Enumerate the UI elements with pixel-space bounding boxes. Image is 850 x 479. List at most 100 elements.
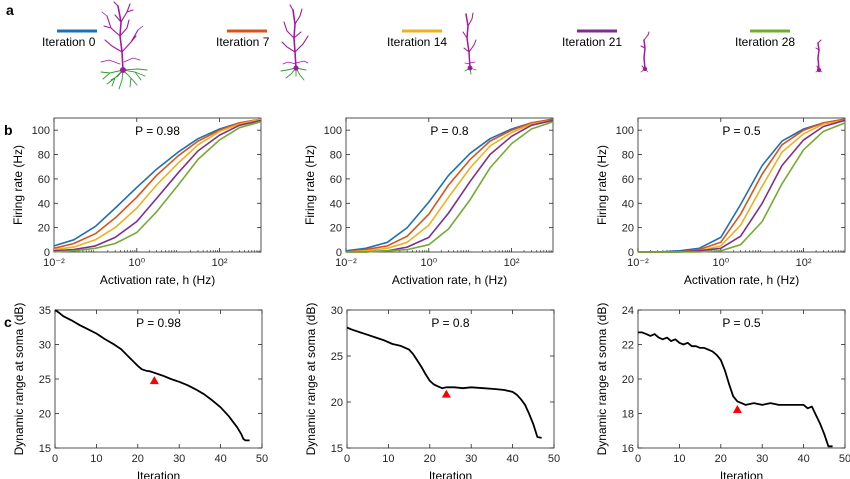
series-line-2 [345, 119, 554, 253]
chart-b-p098: 0 20 40 60 80 100 10⁻² 10⁰ 10² Activation rate, h… [11, 117, 262, 287]
neuron-dendrites [100, 1, 144, 71]
x-tick-label: 40 [506, 453, 518, 465]
neuron-morphology-iteration-14 [462, 12, 477, 75]
axes-box [345, 117, 554, 253]
y-tick-label: 30 [331, 305, 343, 317]
series-line-0 [638, 331, 833, 448]
y-tick-label: 100 [616, 125, 634, 137]
y-tick-label: 80 [38, 150, 50, 162]
y-tick-label: 60 [622, 174, 634, 186]
series-line-1 [345, 118, 554, 253]
neuron-soma [293, 65, 299, 71]
x-tick-label: 10² [212, 257, 228, 269]
x-tick-label: 10 [673, 453, 685, 465]
neuron-dendrites [815, 39, 822, 71]
y-tick-label: 60 [330, 174, 342, 186]
y-tick-label: 18 [622, 409, 634, 421]
y-tick-label: 15 [39, 443, 51, 455]
y-tick-label: 20 [622, 374, 634, 386]
series-line-3 [53, 119, 262, 252]
x-axis-label: Iteration [429, 469, 472, 479]
legend-item-iteration-21: Iteration 21 [562, 29, 622, 49]
axes-box [637, 117, 846, 253]
y-tick-label: 80 [330, 150, 342, 162]
p-value-annotation: P = 0.8 [430, 124, 468, 138]
x-tick-label: 40 [214, 453, 226, 465]
legend-item-iteration-14: Iteration 14 [387, 29, 447, 49]
x-tick-label: 20 [424, 453, 436, 465]
y-axis-label: Dynamic range at soma (dB) [595, 303, 609, 456]
x-axis-label: Activation rate, h (Hz) [392, 273, 507, 287]
y-tick-label: 80 [622, 150, 634, 162]
y-tick-label: 20 [38, 223, 50, 235]
legend-item-iteration-7: Iteration 7 [216, 29, 270, 49]
series-line-4 [53, 120, 262, 253]
x-tick-label: 0 [635, 453, 641, 465]
axes-box [53, 117, 262, 253]
legend-label: Iteration 21 [562, 35, 622, 49]
neuron-soma [467, 65, 473, 71]
panel-a: Iteration 0 Iteration 7 Iteration 14 Ite… [42, 1, 823, 90]
chart-c-p08: 15 20 25 30 0 10 20 30 40 50 Iteration Dynamic rang… [304, 303, 560, 479]
neuron-axon [100, 68, 148, 90]
neuron-dendrites [640, 31, 650, 70]
x-tick-label: 50 [256, 453, 268, 465]
x-axis-label: Iteration [137, 469, 180, 479]
axes-box [637, 309, 846, 449]
neuron-axon [280, 67, 307, 81]
y-axis-label: Firing rate (Hz) [11, 145, 25, 225]
x-axis-label: Activation rate, h (Hz) [684, 273, 799, 287]
p-value-annotation: P = 0.5 [722, 124, 760, 138]
series-line-3 [346, 119, 554, 253]
x-tick-label: 30 [173, 453, 185, 465]
series-line-1 [53, 118, 262, 250]
legend-label: Iteration 7 [216, 35, 270, 49]
y-tick-label: 40 [330, 198, 342, 210]
y-tick-label: 16 [622, 443, 634, 455]
triangle-marker [732, 405, 742, 414]
y-tick-label: 35 [39, 305, 51, 317]
y-axis-label: Firing rate (Hz) [303, 145, 317, 225]
y-axis-label: Dynamic range at soma (dB) [12, 303, 26, 456]
neuron-morphology-iteration-21 [640, 31, 650, 73]
x-tick-label: 10⁰ [420, 257, 437, 269]
x-tick-label: 10⁻² [627, 257, 649, 269]
x-tick-label: 10² [796, 257, 812, 269]
x-tick-label: 10 [90, 453, 102, 465]
legend-label: Iteration 28 [735, 35, 795, 49]
x-tick-label: 0 [344, 453, 350, 465]
chart-c-p098: 15 20 25 30 35 0 10 20 30 40 50 Iteration Dynamic ra… [12, 303, 268, 479]
neuron-soma [642, 66, 648, 72]
panel-letter-c: c [4, 314, 12, 330]
x-tick-label: 20 [132, 453, 144, 465]
y-tick-label: 20 [39, 409, 51, 421]
series-line-4 [346, 120, 554, 253]
x-tick-label: 10⁻² [43, 257, 65, 269]
y-tick-label: 25 [39, 374, 51, 386]
x-tick-label: 10⁻² [335, 257, 357, 269]
triangle-marker [149, 376, 159, 385]
chart-b-p05: 0 20 40 60 80 100 10⁻² 10⁰ 10² Activation rate, h… [595, 117, 846, 287]
series-line-0 [54, 309, 250, 442]
x-tick-label: 10⁰ [128, 257, 145, 269]
legend-label: Iteration 14 [387, 35, 447, 49]
legend-item-iteration-0: Iteration 0 [42, 29, 97, 49]
series-line-4 [638, 122, 846, 253]
series-line-0 [346, 326, 542, 439]
y-tick-label: 30 [39, 340, 51, 352]
p-value-annotation: P = 0.98 [136, 316, 181, 330]
y-tick-label: 100 [32, 125, 50, 137]
y-tick-label: 40 [622, 198, 634, 210]
x-axis-label: Activation rate, h (Hz) [100, 273, 215, 287]
x-tick-label: 20 [715, 453, 727, 465]
p-value-annotation: P = 0.8 [431, 316, 469, 330]
x-tick-label: 50 [839, 453, 850, 465]
axes-box [54, 309, 263, 449]
panel-letter-b: b [4, 122, 13, 138]
neuron-dendrites [281, 4, 309, 69]
chart-b-p08: 0 20 40 60 80 100 10⁻² 10⁰ 10² Activation rate, h… [303, 117, 554, 287]
y-tick-label: 60 [38, 174, 50, 186]
y-axis-label: Firing rate (Hz) [595, 145, 609, 225]
panel-letter-a: a [6, 2, 14, 18]
